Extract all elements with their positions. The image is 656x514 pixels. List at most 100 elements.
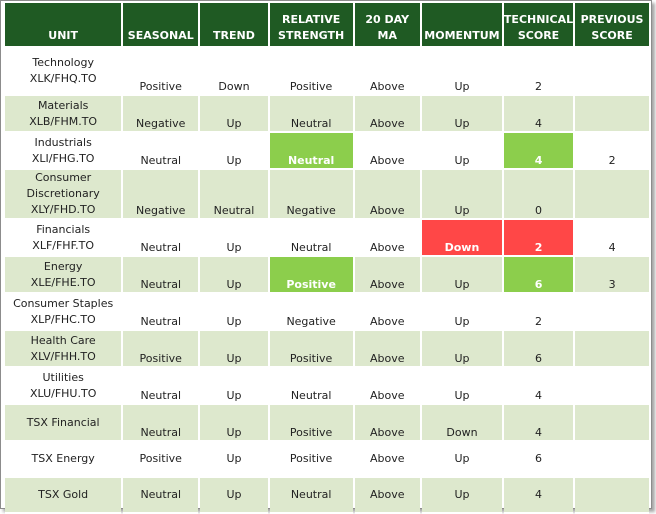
- technical-score-cell: 6: [503, 257, 574, 294]
- sector-name: Consumer: [35, 171, 92, 184]
- unit-cell: Financials XLF/FHF.TO: [5, 220, 122, 257]
- ma20-cell: Above: [354, 133, 420, 170]
- relative-strength-cell: Neutral: [269, 96, 353, 133]
- unit-cell: Materials XLB/FHM.TO: [5, 96, 122, 133]
- trend-cell: Neutral: [200, 170, 268, 220]
- relative-strength-cell: Positive: [269, 442, 353, 478]
- sector-name: Technology: [32, 56, 94, 69]
- table-row: Utilities XLU/FHU.TO Neutral Up Neutral A…: [5, 368, 649, 405]
- ticker-symbols: XLY/FHD.TO: [30, 203, 96, 216]
- unit-cell: TSX Energy: [5, 442, 122, 478]
- technical-score-cell: 2: [503, 48, 574, 96]
- momentum-cell: Down: [422, 405, 502, 442]
- seasonal-cell: Positive: [123, 48, 199, 96]
- trend-cell: Up: [200, 257, 268, 294]
- header-unit: UNIT: [5, 3, 122, 48]
- unit-cell: TSX Financial: [5, 405, 122, 442]
- seasonal-cell: Neutral: [123, 478, 199, 514]
- technical-score-cell: 4: [503, 405, 574, 442]
- ticker-symbols: XLK/FHQ.TO: [29, 72, 97, 85]
- seasonal-cell: Positive: [123, 331, 199, 368]
- previous-score-cell: [575, 294, 649, 331]
- technical-score-cell: 2: [503, 220, 574, 257]
- sector-name: Utilities: [42, 370, 84, 384]
- trend-cell: Up: [200, 368, 268, 405]
- table-row: Financials XLF/FHF.TO Neutral Up Neutral …: [5, 220, 649, 257]
- unit-cell: Industrials XLI/FHG.TO: [5, 133, 122, 170]
- table-row: Industrials XLI/FHG.TO Neutral Up Neutral…: [5, 133, 649, 170]
- relative-strength-cell: Neutral: [269, 133, 353, 170]
- header-previous-score: PREVIOUS SCORE: [575, 3, 649, 48]
- previous-score-cell: [575, 368, 649, 405]
- ticker-symbols: XLU/FHU.TO: [29, 386, 97, 400]
- seasonal-cell: Negative: [123, 96, 199, 133]
- previous-score-cell: [575, 405, 649, 442]
- momentum-cell: Up: [422, 133, 502, 170]
- sector-name-cont: Discretionary: [26, 187, 100, 200]
- header-relative-strength: RELATIVE STRENGTH: [269, 3, 353, 48]
- seasonal-cell: Neutral: [123, 405, 199, 442]
- header-label: PREVIOUS: [580, 13, 644, 26]
- technical-score-cell: 4: [503, 478, 574, 514]
- header-20-day-ma: 20 DAY MA: [354, 3, 420, 48]
- seasonal-cell: Positive: [123, 442, 199, 478]
- ma20-cell: Above: [354, 294, 420, 331]
- relative-strength-cell: Negative: [269, 170, 353, 220]
- trend-cell: Up: [200, 294, 268, 331]
- table-row: Consumer Discretionary XLY/FHD.TO Negative…: [5, 170, 649, 220]
- trend-cell: Up: [200, 331, 268, 368]
- relative-strength-cell: Positive: [269, 48, 353, 96]
- trend-cell: Up: [200, 405, 268, 442]
- sector-name: Health Care: [30, 333, 96, 347]
- previous-score-cell: [575, 331, 649, 368]
- momentum-cell: Up: [422, 48, 502, 96]
- momentum-cell: Up: [422, 368, 502, 405]
- previous-score-cell: [575, 96, 649, 133]
- header-trend: TREND: [200, 3, 268, 48]
- trend-cell: Up: [200, 96, 268, 133]
- header-label: MOMENTUM: [424, 29, 500, 42]
- technical-score-cell: 4: [503, 96, 574, 133]
- seasonal-cell: Neutral: [123, 368, 199, 405]
- trend-cell: Down: [200, 48, 268, 96]
- seasonal-cell: Neutral: [123, 294, 199, 331]
- relative-strength-cell: Neutral: [269, 478, 353, 514]
- trend-cell: Up: [200, 442, 268, 478]
- relative-strength-cell: Neutral: [269, 368, 353, 405]
- unit-cell: Technology XLK/FHQ.TO: [5, 48, 122, 96]
- header-seasonal: SEASONAL: [123, 3, 199, 48]
- relative-strength-cell: Positive: [269, 331, 353, 368]
- previous-score-cell: 2: [575, 133, 649, 170]
- sector-name: Materials: [37, 98, 89, 112]
- table-row: TSX Financial Neutral Up Positive Above …: [5, 405, 649, 442]
- seasonal-cell: Neutral: [123, 133, 199, 170]
- unit-cell: Consumer Discretionary XLY/FHD.TO: [5, 170, 122, 220]
- technical-score-table: UNIT SEASONAL TREND RELATIVE STRENGTH 20 …: [3, 3, 651, 514]
- ma20-cell: Above: [354, 257, 420, 294]
- ma20-cell: Above: [354, 442, 420, 478]
- ticker-symbols: XLB/FHM.TO: [29, 114, 98, 128]
- ma20-cell: Above: [354, 170, 420, 220]
- sector-name: Financials: [36, 222, 91, 236]
- ma20-cell: Above: [354, 478, 420, 514]
- table-row: Health Care XLV/FHH.TO Positive Up Positi…: [5, 331, 649, 368]
- relative-strength-cell: Positive: [269, 257, 353, 294]
- technical-score-cell: 0: [503, 170, 574, 220]
- momentum-cell: Up: [422, 170, 502, 220]
- header-label: TREND: [213, 29, 255, 42]
- technical-score-cell: 6: [503, 331, 574, 368]
- header-label: 20 DAY: [365, 13, 410, 26]
- header-label: TECHNICAL: [503, 13, 574, 26]
- table-row: Consumer Staples XLP/FHC.TO Neutral Up Ne…: [5, 294, 649, 331]
- seasonal-cell: Neutral: [123, 220, 199, 257]
- previous-score-cell: [575, 478, 649, 514]
- ma20-cell: Above: [354, 405, 420, 442]
- trend-cell: Up: [200, 220, 268, 257]
- technical-score-cell: 2: [503, 294, 574, 331]
- sector-name: TSX Energy: [31, 452, 95, 465]
- ma20-cell: Above: [354, 48, 420, 96]
- ticker-symbols: XLV/FHH.TO: [30, 349, 96, 363]
- momentum-cell: Up: [422, 478, 502, 514]
- sector-name: Consumer Staples: [13, 296, 114, 310]
